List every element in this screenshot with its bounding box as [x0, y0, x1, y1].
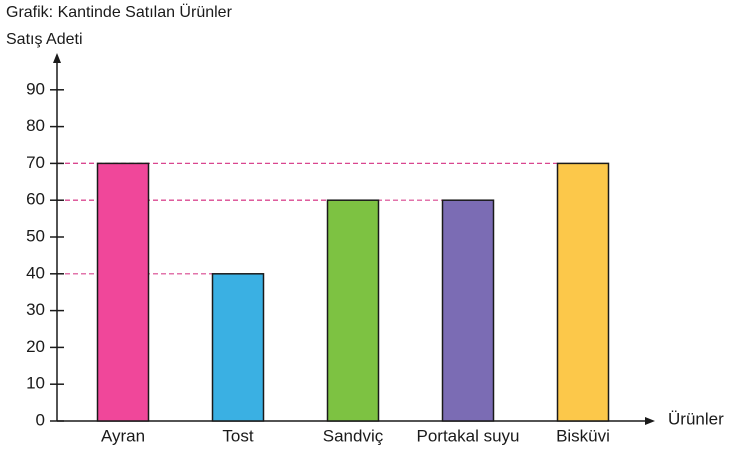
x-tick-label: Sandviç: [323, 426, 384, 445]
chart-title: Grafik: Kantinde Satılan Ürünler: [6, 3, 233, 21]
x-tick-label: Portakal suyu: [417, 426, 520, 445]
y-tick-label: 0: [36, 410, 45, 429]
bar: [326, 199, 380, 422]
x-tick-label: Tost: [222, 426, 253, 445]
x-axis-label: Ürünler: [668, 409, 724, 428]
y-tick-label: 10: [26, 374, 45, 393]
y-tick-label: 80: [26, 116, 45, 135]
y-tick-label: 70: [26, 153, 45, 172]
y-tick-label: 60: [26, 190, 45, 209]
y-tick-label: 40: [26, 263, 45, 282]
x-axis-arrow: [645, 417, 655, 425]
bar: [96, 162, 150, 422]
y-axis-arrow: [53, 53, 61, 63]
y-tick-label: 90: [26, 79, 45, 98]
x-tick-label: Ayran: [101, 426, 145, 445]
bar: [211, 273, 265, 422]
bar: [441, 199, 495, 422]
y-tick-label: 20: [26, 337, 45, 356]
y-tick-label: 30: [26, 300, 45, 319]
y-axis-label: Satış Adeti: [6, 31, 83, 48]
y-tick-label: 50: [26, 226, 45, 245]
x-tick-label: Bisküvi: [556, 426, 610, 445]
bar: [556, 162, 610, 422]
